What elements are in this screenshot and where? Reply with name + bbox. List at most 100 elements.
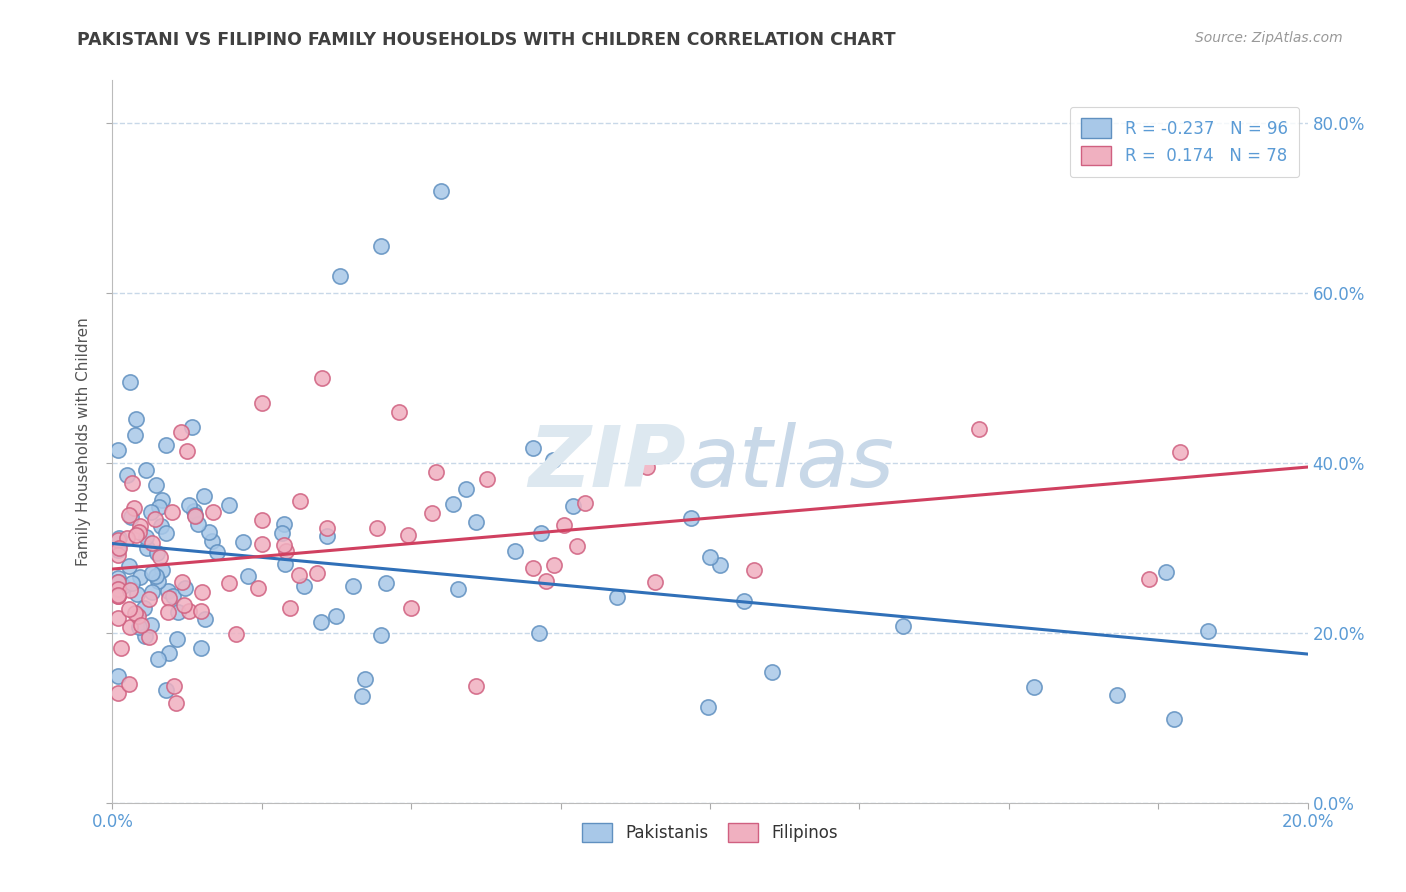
Point <box>456 482 478 496</box>
Point <box>553 518 575 533</box>
Point <box>156 605 179 619</box>
Point <box>280 601 302 615</box>
Point <box>522 561 544 575</box>
Point <box>201 534 224 549</box>
Point <box>1024 681 1046 695</box>
Point <box>561 499 583 513</box>
Point <box>108 531 131 545</box>
Point <box>271 526 294 541</box>
Point <box>107 588 129 602</box>
Point <box>125 528 148 542</box>
Point <box>761 665 783 680</box>
Point <box>124 412 146 426</box>
Point <box>110 640 132 655</box>
Point <box>194 612 217 626</box>
Point <box>574 496 596 510</box>
Point <box>190 585 212 599</box>
Point <box>252 537 274 551</box>
Point <box>430 184 453 198</box>
Point <box>122 501 145 516</box>
Point <box>644 575 666 590</box>
Point <box>121 475 143 490</box>
Point <box>366 521 388 535</box>
Point <box>107 533 129 547</box>
Point <box>145 477 167 491</box>
Point <box>530 525 553 540</box>
Point <box>232 535 254 549</box>
Point <box>156 584 179 599</box>
Point <box>399 601 422 615</box>
Point <box>107 541 129 556</box>
Point <box>148 652 170 666</box>
Point <box>107 589 129 603</box>
Point <box>135 530 157 544</box>
Point <box>162 589 184 603</box>
Point <box>543 558 565 572</box>
Point <box>166 632 188 647</box>
Text: ZIP: ZIP <box>529 422 686 505</box>
Point <box>190 641 212 656</box>
Point <box>218 576 240 591</box>
Point <box>165 696 187 710</box>
Point <box>118 602 141 616</box>
Point <box>155 682 177 697</box>
Text: PAKISTANI VS FILIPINO FAMILY HOUSEHOLDS WITH CHILDREN CORRELATION CHART: PAKISTANI VS FILIPINO FAMILY HOUSEHOLDS … <box>77 31 896 49</box>
Point <box>636 459 658 474</box>
Point <box>163 680 186 694</box>
Point <box>107 443 129 458</box>
Point <box>606 590 628 604</box>
Point <box>441 497 464 511</box>
Point <box>329 268 352 283</box>
Point <box>159 646 181 660</box>
Point <box>354 673 377 687</box>
Point <box>464 679 486 693</box>
Point <box>143 512 166 526</box>
Point <box>534 574 557 588</box>
Point <box>375 576 398 591</box>
Point <box>124 428 146 442</box>
Point <box>107 574 129 589</box>
Point <box>135 463 157 477</box>
Point <box>132 600 155 615</box>
Point <box>141 584 163 599</box>
Point <box>118 676 141 690</box>
Point <box>183 508 205 523</box>
Point <box>148 500 170 514</box>
Point <box>236 569 259 583</box>
Point <box>121 575 143 590</box>
Point <box>309 615 332 630</box>
Point <box>125 587 148 601</box>
Point <box>1163 712 1185 726</box>
Point <box>146 574 169 588</box>
Point <box>420 506 443 520</box>
Point <box>127 609 149 624</box>
Point <box>155 526 177 541</box>
Point <box>218 499 240 513</box>
Point <box>160 505 183 519</box>
Point <box>396 527 419 541</box>
Point <box>139 505 162 519</box>
Point <box>107 685 129 699</box>
Y-axis label: Family Households with Children: Family Households with Children <box>76 318 91 566</box>
Point <box>111 579 134 593</box>
Point <box>184 508 207 523</box>
Point <box>225 627 247 641</box>
Point <box>447 582 470 597</box>
Point <box>273 538 295 552</box>
Point <box>183 504 205 518</box>
Point <box>276 543 298 558</box>
Point <box>115 468 138 483</box>
Point <box>157 591 180 605</box>
Point <box>128 524 150 539</box>
Text: atlas: atlas <box>686 422 894 505</box>
Point <box>129 519 152 533</box>
Point <box>118 508 141 522</box>
Point <box>425 465 447 479</box>
Point <box>522 441 544 455</box>
Point <box>967 422 990 436</box>
Point <box>1137 572 1160 586</box>
Point <box>325 608 347 623</box>
Point <box>273 517 295 532</box>
Point <box>1170 445 1192 459</box>
Point <box>541 453 564 467</box>
